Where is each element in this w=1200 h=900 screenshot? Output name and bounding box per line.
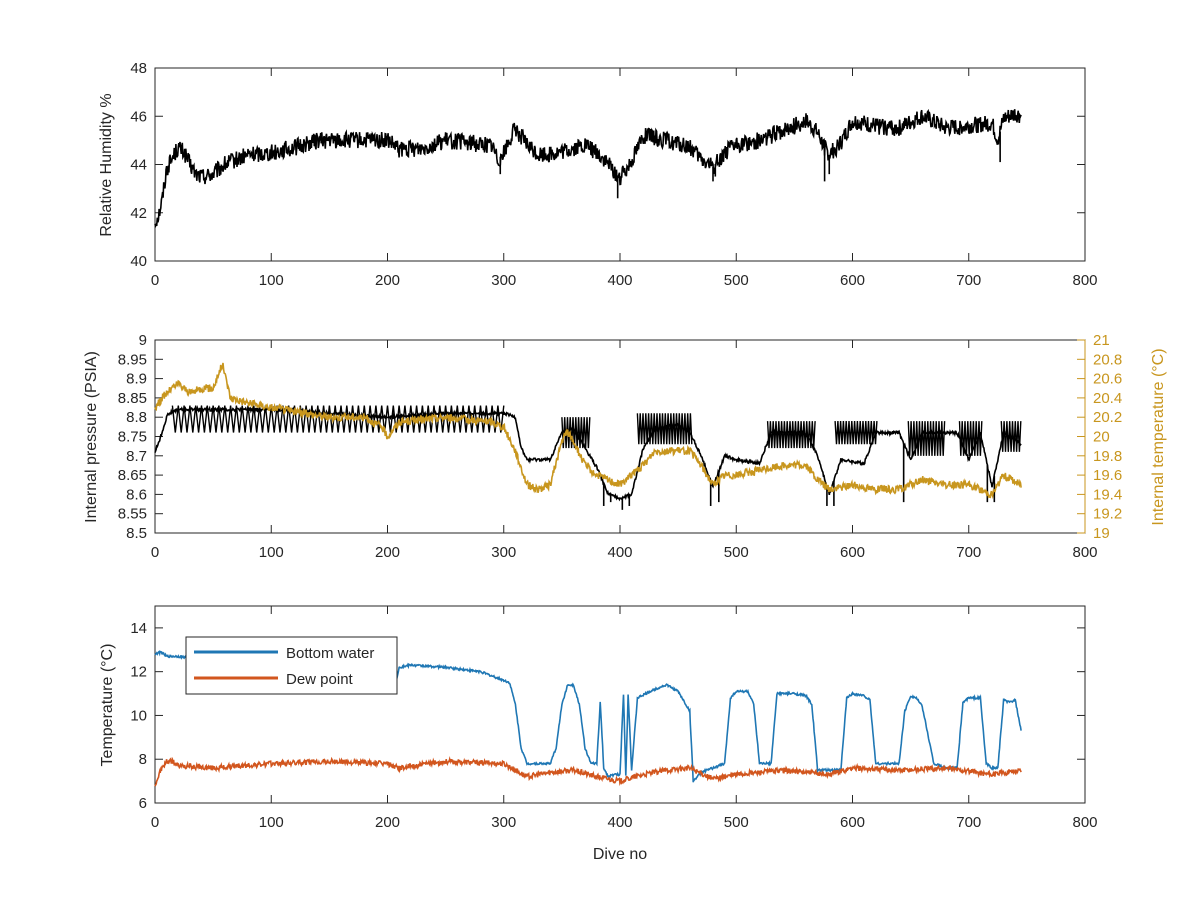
x-tick-label: 0 [151, 544, 159, 561]
x-tick-label: 0 [151, 272, 159, 289]
x-tick-label: 400 [607, 814, 632, 831]
x-tick-label: 400 [607, 272, 632, 289]
y-tick-label: 8.75 [118, 429, 147, 446]
y-tick-label: 8.7 [126, 448, 147, 465]
pressure-panel: Internal pressure (PSIA) Internal temper… [83, 332, 1167, 561]
series-band-pressure [907, 421, 946, 456]
series-band-pressure [561, 417, 591, 449]
series-band-pressure [171, 405, 505, 433]
series-band-pressure [1000, 421, 1022, 452]
x-tick-label: 100 [259, 814, 284, 831]
y-tick-label: 8.5 [126, 525, 147, 542]
y-tick-label: 8.85 [118, 390, 147, 407]
y-tick-label: 8.65 [118, 467, 147, 484]
x-tick-label: 300 [491, 544, 516, 561]
x-tick-label: 700 [956, 814, 981, 831]
y2-tick-label: 20.4 [1093, 390, 1122, 407]
series-band-pressure [636, 413, 693, 445]
y-tick-label: 42 [130, 205, 147, 222]
x-tick-label: 800 [1072, 272, 1097, 289]
x-tick-label: 400 [607, 544, 632, 561]
x-tick-label: 200 [375, 814, 400, 831]
y-tick-label: 8.55 [118, 506, 147, 523]
series-band-pressure [958, 421, 983, 456]
y-tick-label: 44 [130, 157, 147, 174]
y-tick-label: 10 [130, 707, 147, 724]
temperature-ylabel: Temperature (°C) [99, 644, 116, 767]
y2-tick-label: 19.8 [1093, 448, 1122, 465]
x-tick-label: 300 [491, 272, 516, 289]
y-tick-label: 40 [130, 253, 147, 270]
y2-tick-label: 19 [1093, 525, 1110, 542]
legend-bottom-water-label: Bottom water [286, 645, 374, 662]
series-line-humidity [154, 108, 1022, 229]
x-tick-label: 300 [491, 814, 516, 831]
y-tick-label: 6 [139, 795, 147, 812]
x-tick-label: 0 [151, 814, 159, 831]
y-tick-label: 12 [130, 664, 147, 681]
x-tick-label: 800 [1072, 814, 1097, 831]
humidity-axes-box [154, 67, 1086, 262]
y2-tick-label: 20 [1093, 429, 1110, 446]
y-tick-label: 46 [130, 108, 147, 125]
series-line-internal-temperature [154, 362, 1022, 500]
y-tick-label: 8 [139, 751, 147, 768]
x-tick-label: 100 [259, 272, 284, 289]
y-tick-label: 48 [130, 60, 147, 77]
y-tick-label: 9 [139, 332, 147, 349]
legend-dew-point-label: Dew point [286, 671, 354, 688]
y2-tick-label: 20.6 [1093, 371, 1122, 388]
series-band-pressure [834, 421, 878, 445]
x-tick-label: 500 [724, 544, 749, 561]
x-tick-label: 500 [724, 814, 749, 831]
temperature-xlabel: Dive no [593, 846, 647, 863]
y-tick-label: 8.9 [126, 371, 147, 388]
y2-tick-label: 19.2 [1093, 506, 1122, 523]
y-tick-label: 14 [130, 620, 147, 637]
y2-tick-label: 19.6 [1093, 467, 1122, 484]
y2-tick-label: 21 [1093, 332, 1110, 349]
x-tick-label: 700 [956, 272, 981, 289]
legend: Bottom water Dew point [185, 636, 398, 695]
series-band-pressure [766, 421, 816, 449]
internal-temperature-ylabel: Internal temperature (°C) [1150, 348, 1167, 525]
y2-tick-label: 19.4 [1093, 486, 1122, 503]
y-tick-label: 8.95 [118, 351, 147, 368]
y-tick-label: 8.8 [126, 409, 147, 426]
x-tick-label: 700 [956, 544, 981, 561]
x-tick-label: 600 [840, 544, 865, 561]
x-tick-label: 800 [1072, 544, 1097, 561]
temperature-panel: Temperature (°C) Dive no 0 100 200 300 400 50… [99, 605, 1098, 863]
x-tick-label: 200 [375, 272, 400, 289]
x-tick-label: 600 [840, 272, 865, 289]
x-tick-label: 200 [375, 544, 400, 561]
pressure-axes-box [154, 339, 1086, 534]
series-line-dew-point [154, 755, 1022, 787]
y2-tick-label: 20.8 [1093, 351, 1122, 368]
humidity-ylabel: Relative Humidity % [98, 93, 115, 236]
x-tick-label: 500 [724, 272, 749, 289]
x-tick-label: 600 [840, 814, 865, 831]
x-tick-label: 100 [259, 544, 284, 561]
pressure-ylabel: Internal pressure (PSIA) [83, 351, 100, 523]
humidity-panel: Relative Humidity % 0 100 200 300 400 500 600 7… [98, 60, 1098, 289]
legend-box [185, 636, 398, 695]
y2-tick-label: 20.2 [1093, 409, 1122, 426]
y-tick-label: 8.6 [126, 486, 147, 503]
